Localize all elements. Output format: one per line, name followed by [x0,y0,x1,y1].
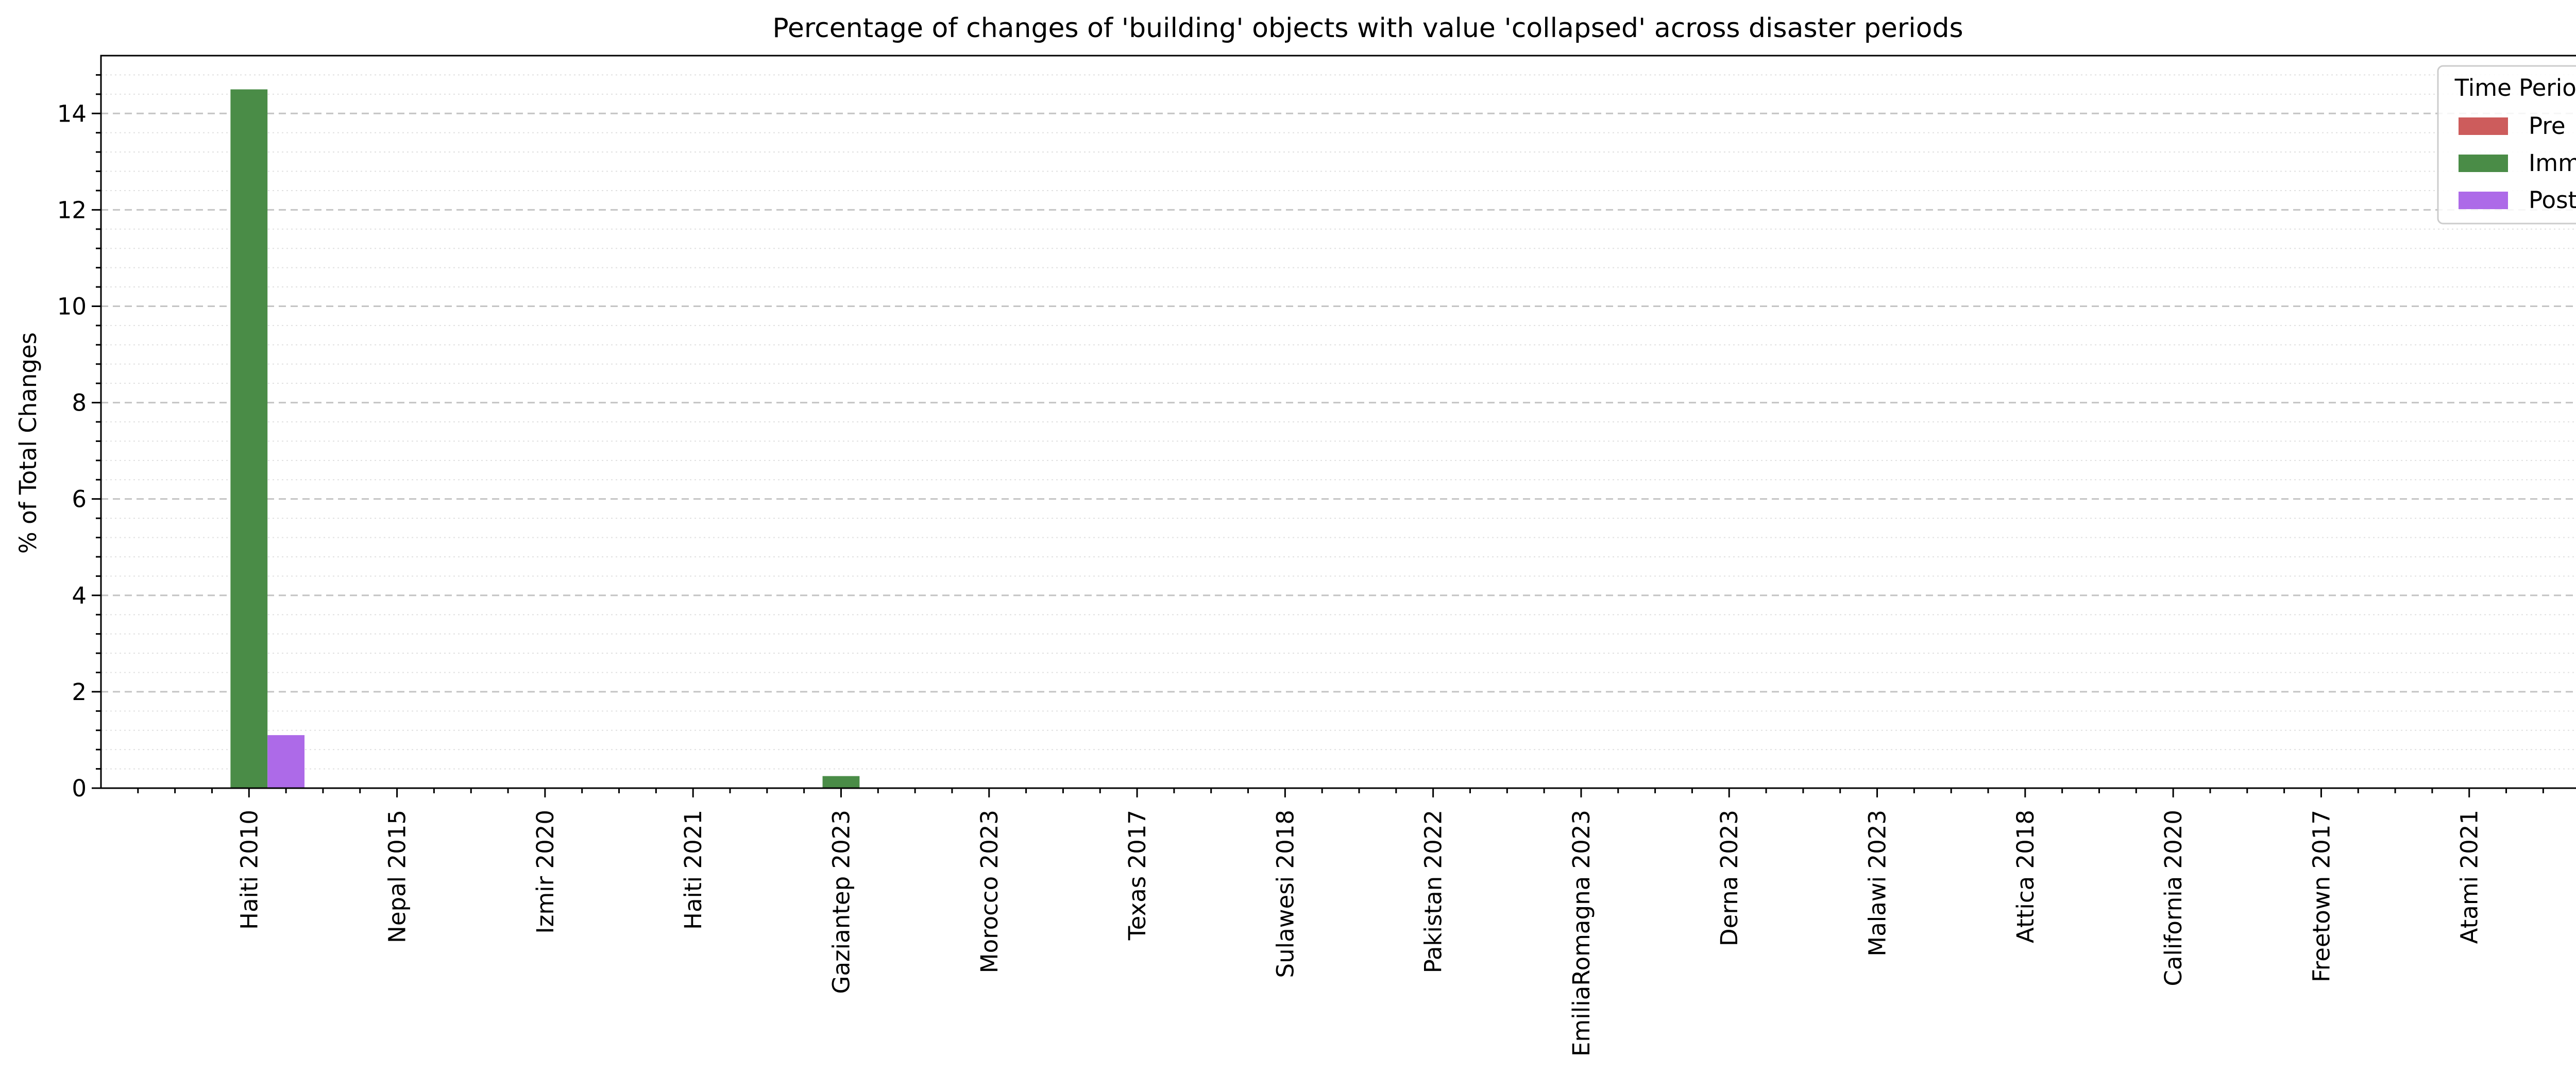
legend-title: Time Period [2454,74,2576,101]
x-tick-label: Haiti 2010 [235,810,263,930]
x-tick-label: Nepal 2015 [384,810,411,943]
y-tick-label: 2 [72,678,87,706]
legend-swatch-post [2459,192,2508,209]
y-tick-label: 0 [72,775,87,802]
legend-box [2437,65,2576,225]
x-tick-label: Malawi 2023 [1864,810,1891,957]
y-tick-label: 10 [57,293,87,320]
legend-label-post: Post [2529,186,2576,214]
y-tick-label: 12 [57,196,87,224]
x-tick-label: Derna 2023 [1716,810,1743,946]
x-tick-label: Texas 2017 [1124,810,1151,941]
x-tick-label: California 2020 [2160,810,2187,986]
y-tick-label: 8 [72,389,87,417]
legend-swatch-pre [2459,117,2508,135]
legend-label-imm: Imm [2529,149,2576,177]
y-axis-label: % of Total Changes [14,332,42,554]
x-tick-label: Morocco 2023 [976,810,1003,973]
bar-post [267,735,305,788]
x-tick-label: Freetown 2017 [2308,810,2335,982]
x-ticks: Haiti 2010 Nepal 2015 Izmir 2020 Haiti 2021… [137,788,2544,1057]
x-tick-label: Haiti 2021 [680,810,707,930]
x-tick-label: Izmir 2020 [532,810,559,934]
x-tick-label: Pakistan 2022 [1420,810,1447,973]
y-ticks: 0 2 4 6 8 10 12 14 [57,74,101,802]
y-tick-label: 14 [57,100,87,127]
chart-title: Percentage of changes of 'building' obje… [772,13,1963,44]
legend-swatch-imm [2459,155,2508,172]
x-tick-label: Sulawesi 2018 [1272,810,1299,978]
legend-label-pre: Pre [2529,112,2566,140]
y-tick-label: 4 [72,582,87,609]
legend: Time Period Pre Imm Post [2437,65,2576,225]
x-tick-label: Gaziantep 2023 [827,810,855,994]
x-tick-label: EmiliaRomagna 2023 [1568,810,1595,1057]
x-tick-label: Atami 2021 [2456,810,2483,944]
y-tick-label: 6 [72,486,87,513]
bar-imm [822,776,860,788]
x-tick-label: Attica 2018 [2012,810,2039,943]
bar-imm [230,89,268,789]
grid [101,74,2576,789]
bars [230,89,860,789]
